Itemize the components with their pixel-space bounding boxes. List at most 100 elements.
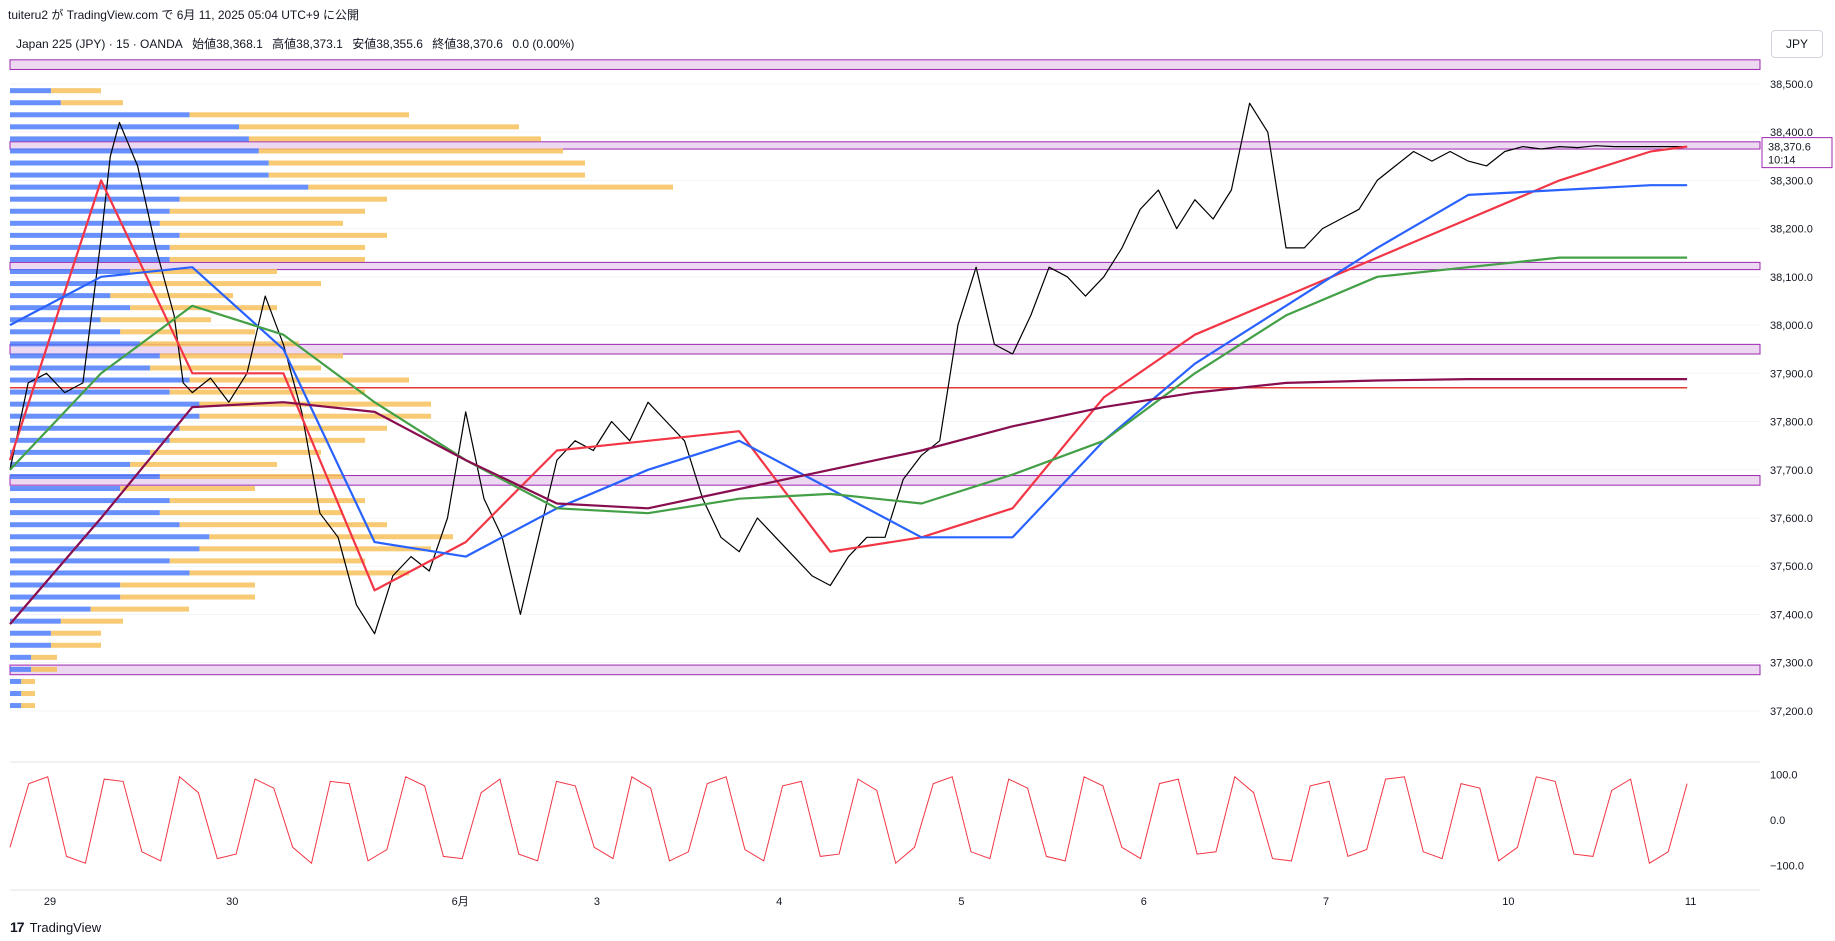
volume-profile-bar (10, 606, 91, 612)
volume-profile-bar (50, 642, 101, 648)
volume-profile-bar (10, 594, 121, 600)
series-line-ema-slow (9, 256, 1688, 515)
volume-profile-bar (130, 461, 277, 467)
volume-profile-bar (130, 305, 277, 311)
x-tick-label: 6月 (452, 896, 469, 908)
y-tick-label: 38,300.0 (1770, 175, 1813, 187)
x-tick-label: 10 (1502, 896, 1514, 908)
x-tick-label: 6 (1141, 896, 1147, 908)
footer: 17 TradingView (10, 919, 101, 935)
volume-profile-bar (189, 570, 409, 576)
volume-profile-bar (130, 269, 277, 275)
volume-profile-bar (10, 642, 51, 648)
volume-profile-bar (120, 329, 255, 335)
volume-profile-bar (60, 100, 123, 106)
volume-profile-bar (120, 486, 255, 492)
volume-profile-bar (308, 184, 673, 190)
volume-profile-bar (149, 365, 321, 371)
symbol-legend[interactable]: Japan 225 (JPY) · 15 · OANDA 始値38,368.1 … (16, 35, 580, 52)
y-tick-label: 37,700.0 (1770, 465, 1813, 477)
volume-profile-bar (10, 630, 51, 636)
y-tick-label: 38,100.0 (1770, 272, 1813, 284)
volume-profile-bar (10, 269, 131, 275)
volume-profile-bar (10, 486, 121, 492)
series-line-ema-long (9, 378, 1688, 625)
volume-profile-bar (10, 389, 170, 395)
volume-profile-bar (31, 654, 57, 660)
currency-button[interactable]: JPY (1771, 30, 1823, 58)
volume-profile-bar (10, 353, 160, 359)
volume-profile-bar (159, 220, 343, 226)
x-tick-label: 29 (44, 896, 56, 908)
oscillator-line (9, 775, 1688, 865)
volume-profile-bar (159, 510, 343, 516)
volume-profile-bar (140, 341, 299, 347)
volume-profile-bar (169, 558, 365, 564)
x-tick-label: 11 (1685, 896, 1696, 908)
change-value: 0.0 (0.00%) (512, 37, 575, 51)
volume-profile-bar (268, 172, 585, 178)
volume-profile-bar (199, 546, 431, 552)
volume-profile-bar (10, 546, 200, 552)
low-value: 安値38,355.6 (352, 37, 423, 51)
sr-zone (9, 475, 1761, 486)
volume-profile-bar (10, 220, 160, 226)
volume-profile-bar (179, 232, 387, 238)
volume-profile-bar (60, 618, 123, 624)
x-tick-label: 4 (776, 896, 782, 908)
volume-profile-bar (10, 425, 180, 431)
volume-profile-bar (239, 124, 520, 130)
volume-profile-bar (10, 244, 170, 250)
volume-profile-bar (10, 678, 22, 684)
volume-profile-bar (10, 413, 200, 419)
y-tick-label: 37,900.0 (1770, 368, 1813, 380)
volume-profile-bar (31, 666, 57, 672)
series-line-ema-fast (8, 145, 1688, 592)
volume-profile-bar (10, 666, 32, 672)
price-tag-value: 38,370.6 (1768, 142, 1811, 154)
volume-profile-bar (179, 522, 387, 528)
volume-profile-bar (179, 196, 387, 202)
volume-profile-bar (10, 473, 160, 479)
volume-profile-bar (169, 498, 365, 504)
volume-profile-bar (100, 317, 211, 323)
sr-zone (9, 59, 1761, 70)
sr-zone (9, 141, 1761, 150)
y-tick-label: 37,600.0 (1770, 513, 1813, 525)
publish-info: tuiteru2 が TradingView.com で 6月 11, 2025… (8, 8, 359, 22)
x-tick-label: 7 (1323, 896, 1329, 908)
close-value: 終値38,370.6 (432, 37, 503, 51)
volume-profile-bar (209, 534, 453, 540)
oscillator-tick-label: 100.0 (1770, 770, 1798, 782)
volume-profile-bar (10, 510, 160, 516)
y-tick-label: 38,500.0 (1770, 79, 1813, 91)
volume-profile-bar (179, 425, 387, 431)
y-tick-label: 37,200.0 (1770, 706, 1813, 718)
x-tick-label: 3 (594, 896, 600, 908)
sr-zone (9, 343, 1761, 355)
volume-profile-bar (189, 377, 409, 383)
y-tick-label: 38,200.0 (1770, 224, 1813, 236)
volume-profile-bar (10, 703, 22, 709)
oscillator-tick-label: 0.0 (1770, 815, 1785, 827)
series-line-price (9, 102, 1688, 635)
tv-logo-icon: 17 (10, 919, 25, 935)
volume-profile-bar (258, 148, 563, 154)
sr-zone (9, 261, 1761, 271)
volume-profile-bar (120, 582, 255, 588)
y-tick-label: 37,300.0 (1770, 658, 1813, 670)
volume-profile-bar (169, 208, 365, 214)
volume-profile-bar (110, 293, 233, 299)
volume-profile-bar (268, 160, 585, 166)
volume-profile-bar (10, 365, 150, 371)
volume-profile-bar (10, 293, 111, 299)
x-tick-label: 30 (226, 896, 238, 908)
volume-profile-bar (10, 654, 32, 660)
volume-profile-bar (10, 88, 51, 94)
volume-profile-bar (10, 124, 240, 130)
volume-profile-bar (169, 389, 365, 395)
volume-profile-bar (10, 305, 131, 311)
series-line-ema-mid (9, 184, 1688, 558)
volume-profile-bar (50, 88, 101, 94)
